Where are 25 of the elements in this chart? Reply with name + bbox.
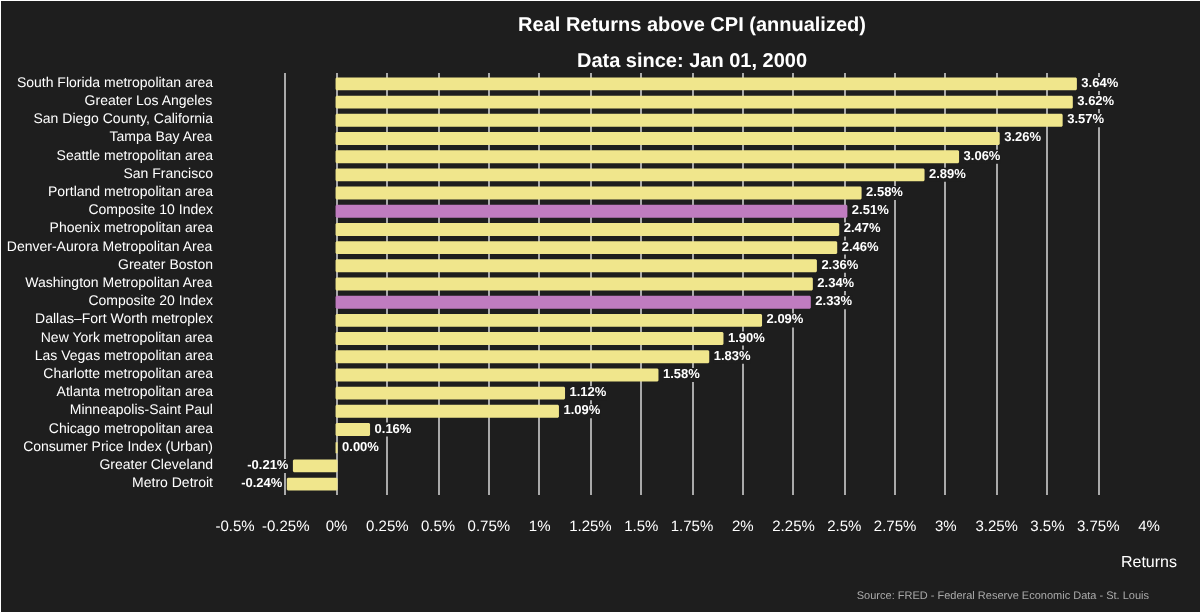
bar xyxy=(292,459,338,473)
bar xyxy=(335,368,659,382)
bar xyxy=(335,295,811,309)
bar xyxy=(335,113,1063,127)
bar xyxy=(335,77,1077,91)
chart-subtitle: Data since: Jan 01, 2000 xyxy=(576,51,808,73)
chart-title: Real Returns above CPI (annualized) xyxy=(518,15,866,37)
bar xyxy=(335,386,566,400)
bar xyxy=(335,204,848,218)
bar xyxy=(335,222,840,236)
bar xyxy=(335,404,559,418)
bar xyxy=(335,423,371,436)
bar xyxy=(335,332,724,346)
bar xyxy=(335,241,838,255)
bar xyxy=(335,277,813,291)
bar xyxy=(335,168,925,182)
bar xyxy=(286,477,338,491)
bar xyxy=(335,259,817,273)
bar xyxy=(335,313,763,327)
bar xyxy=(335,350,710,364)
bar xyxy=(335,150,960,164)
bar xyxy=(335,132,1000,145)
bar xyxy=(335,95,1073,109)
x-axis-title: Returns xyxy=(1120,553,1178,571)
bar xyxy=(335,186,862,200)
